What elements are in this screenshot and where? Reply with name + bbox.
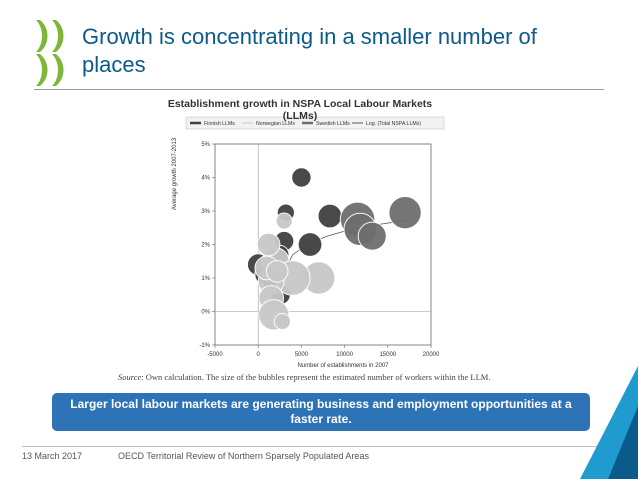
x-tick-label: 5000 xyxy=(295,352,309,358)
plot-area xyxy=(214,143,432,346)
x-axis-label: Number of establishments in 2007 xyxy=(297,363,389,369)
logo-stroke-2 xyxy=(52,20,64,52)
footer-text: OECD Territorial Review of Northern Spar… xyxy=(118,451,369,461)
y-axis-label: Average growth 2007-2013 xyxy=(172,137,178,210)
y-tick-label: 4% xyxy=(201,176,210,182)
title-divider xyxy=(34,89,604,90)
bubble-point xyxy=(256,232,281,257)
y-tick-label: 5% xyxy=(201,142,210,148)
bubble-point xyxy=(357,221,387,251)
source-text: : Own calculation. The size of the bubbl… xyxy=(141,372,491,382)
x-tick-label: 0 xyxy=(257,352,261,358)
legend-box xyxy=(185,116,445,130)
bubble-point xyxy=(265,260,289,283)
slide-title: Growth is concentrating in a smaller num… xyxy=(82,24,537,77)
source-note: Source: Own calculation. The size of the… xyxy=(118,372,558,382)
chart-title: Establishment growth in NSPA Local Labou… xyxy=(167,98,433,122)
legend-label: Swedish LLMs xyxy=(316,121,350,127)
legend-label: Norwegian LLMs xyxy=(256,121,295,127)
oecd-logo-icon xyxy=(36,20,64,86)
logo-stroke-4 xyxy=(52,54,64,86)
bubble-point xyxy=(273,312,291,331)
y-tick-label: 0% xyxy=(201,310,210,316)
y-tick-label: -1% xyxy=(199,343,210,349)
bubble-point xyxy=(388,195,422,230)
y-tick-label: 2% xyxy=(201,243,210,249)
chart-container: -5000 0 5000 10000 15000 20000 -1% 0% 1% 2% 3% 4% 5%… xyxy=(150,92,450,382)
bubble-point xyxy=(275,212,293,230)
x-tick-label: 15000 xyxy=(379,352,396,358)
y-tick-label: 3% xyxy=(201,209,210,215)
legend-label: Log. (Total NSPA LLMs) xyxy=(366,121,421,127)
x-tick-label: 10000 xyxy=(336,352,353,358)
logo-stroke-3 xyxy=(36,54,48,86)
x-tick-label: -5000 xyxy=(207,352,223,358)
footer-date: 13 March 2017 xyxy=(22,451,83,461)
x-tick-label: 20000 xyxy=(423,352,440,358)
key-message-callout: Larger local labour markets are generati… xyxy=(52,393,590,431)
source-label: Source xyxy=(118,372,142,382)
logo-stroke-1 xyxy=(36,20,48,52)
y-tick-label: 1% xyxy=(201,276,210,282)
bubble-point xyxy=(297,232,323,257)
corner-decoration-icon xyxy=(580,366,638,479)
bubble-point xyxy=(291,167,312,188)
legend-label: Finnish LLMs xyxy=(204,121,235,127)
bubble-point xyxy=(317,203,343,229)
footer-divider xyxy=(22,446,622,447)
bubble-chart: -5000 0 5000 10000 15000 20000 -1% 0% 1% 2% 3% 4% 5%… xyxy=(172,116,445,369)
